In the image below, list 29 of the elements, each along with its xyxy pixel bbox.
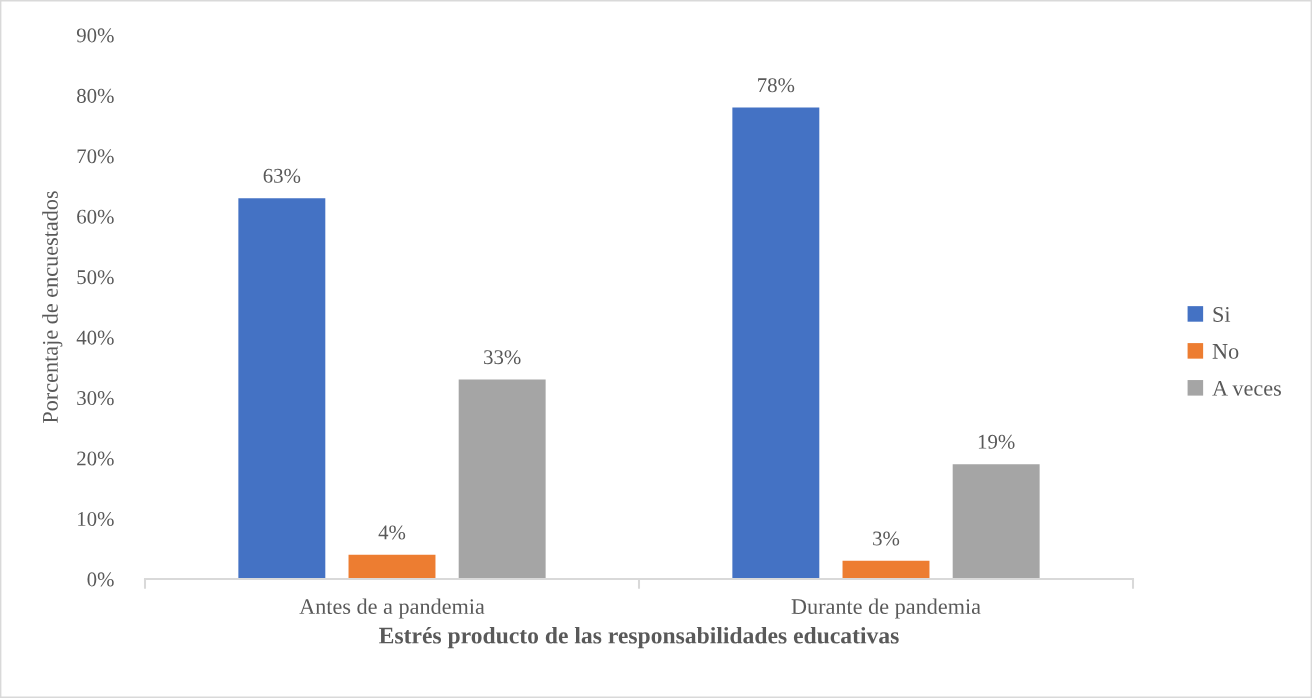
bar bbox=[458, 379, 546, 579]
bar bbox=[952, 464, 1040, 579]
x-tick-label: Antes de a pandemia bbox=[299, 598, 485, 619]
y-tick-label: 30% bbox=[77, 391, 114, 406]
data-label: 63% bbox=[263, 168, 301, 183]
legend-label: A veces bbox=[1212, 380, 1281, 396]
y-tick-label: 0% bbox=[87, 572, 114, 587]
y-tick-label: 70% bbox=[77, 149, 114, 164]
y-tick-label: 90% bbox=[76, 28, 114, 43]
y-tick-label: 10% bbox=[78, 511, 114, 527]
y-axis-title: Porcentaje de encuestados bbox=[42, 191, 63, 423]
x-axis-title: Estrés producto de las responsabilidades educativas bbox=[379, 626, 899, 649]
data-label: 4% bbox=[378, 525, 406, 540]
y-tick-label: 60% bbox=[77, 209, 114, 224]
y-tick-label: 80% bbox=[77, 88, 114, 103]
bar bbox=[732, 107, 820, 579]
y-tick-label: 50% bbox=[77, 270, 114, 285]
data-label: 3% bbox=[873, 531, 900, 546]
x-tick-label: Durante de pandemia bbox=[791, 598, 981, 619]
data-label: 33% bbox=[484, 350, 521, 365]
y-tick-label: 40% bbox=[76, 330, 114, 345]
bar bbox=[842, 560, 930, 579]
bar bbox=[238, 198, 326, 579]
data-label: 19% bbox=[978, 434, 1015, 449]
data-label: 78% bbox=[758, 78, 795, 93]
legend-label: No bbox=[1212, 344, 1239, 359]
legend-label: Si bbox=[1213, 306, 1231, 322]
y-tick-label: 20% bbox=[77, 451, 114, 466]
bar bbox=[348, 554, 436, 579]
